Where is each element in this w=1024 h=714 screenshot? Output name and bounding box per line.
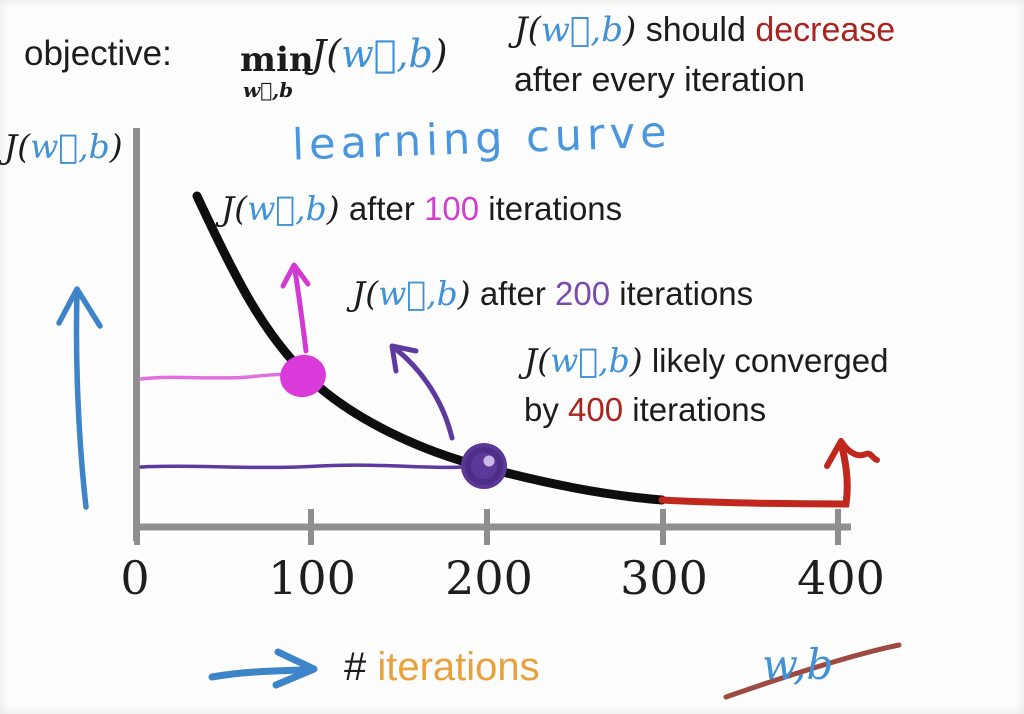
x-direction-arrow bbox=[208, 666, 306, 681]
annotation-converged-line-2: by 400 iterations bbox=[524, 391, 767, 428]
level-line-100 bbox=[139, 372, 299, 381]
level-line-200 bbox=[139, 463, 465, 470]
arrow-100 bbox=[292, 267, 309, 354]
annotation-after-100: J(w⃗,b) after 100 iterations bbox=[221, 189, 623, 228]
marker-dot-100 bbox=[280, 354, 326, 398]
x-tick-label-100: 100 bbox=[268, 551, 356, 605]
x-axis-label: # iterations bbox=[344, 645, 540, 689]
strike-line bbox=[723, 642, 902, 700]
x-tick-label-400: 400 bbox=[797, 551, 885, 605]
x-tick-label-200: 200 bbox=[445, 551, 533, 605]
annotation-converged-line-1: J(w⃗,b) likely converged bbox=[524, 341, 889, 380]
x-direction-arrowhead bbox=[272, 648, 318, 689]
arrow-200-head bbox=[389, 343, 419, 374]
annotation-after-200: J(w⃗,b) after 200 iterations bbox=[352, 274, 754, 313]
arrow-200 bbox=[394, 347, 455, 441]
y-direction-arrowhead bbox=[56, 286, 103, 329]
y-axis-label: J(w⃗,b) bbox=[4, 127, 123, 166]
min-subscript: w⃗,b bbox=[243, 78, 294, 102]
crossed-out-wb: w,b bbox=[762, 640, 834, 689]
x-tick-label-0: 0 bbox=[120, 551, 150, 605]
x-axis-tick-marks bbox=[134, 509, 841, 545]
min-operator: min bbox=[240, 40, 314, 80]
x-tick-label-300: 300 bbox=[620, 551, 708, 605]
marker-dot-200-scribble bbox=[465, 447, 503, 485]
objective-expression: J(w⃗,b) bbox=[311, 32, 448, 76]
y-direction-arrow bbox=[73, 289, 89, 510]
objective-label: objective: bbox=[24, 34, 172, 73]
arrow-100-head bbox=[280, 262, 311, 289]
note-line-2: after every iteration bbox=[514, 61, 806, 99]
cost-curve bbox=[192, 191, 667, 505]
converged-arrowhead bbox=[824, 438, 880, 469]
converged-segment bbox=[658, 443, 851, 508]
note-line-1: J(w⃗,b) should decrease bbox=[514, 10, 896, 50]
marker-dot-200-hole bbox=[483, 455, 495, 467]
